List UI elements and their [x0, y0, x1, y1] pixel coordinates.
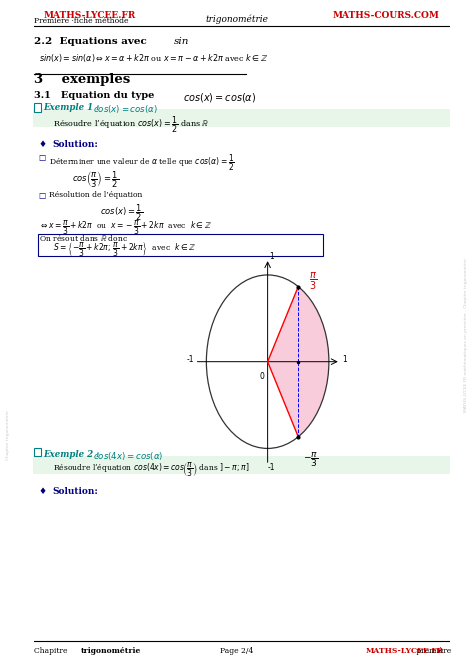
FancyBboxPatch shape	[35, 103, 40, 112]
Text: □: □	[39, 191, 49, 200]
Text: $\Leftrightarrow x = \dfrac{\pi}{3} + k2\pi$  ou  $x = -\dfrac{\pi}{3} + 2k\pi$ : $\Leftrightarrow x = \dfrac{\pi}{3} + k2…	[39, 218, 212, 237]
Text: Déterminer une valeur de $\alpha$ telle que $cos(\alpha) = \dfrac{1}{2}$: Déterminer une valeur de $\alpha$ telle …	[49, 153, 236, 174]
Text: $cos(x) = cos(\alpha)$: $cos(x) = cos(\alpha)$	[93, 103, 158, 115]
Text: MATHS-LYCEE.FR: MATHS-LYCEE.FR	[366, 647, 444, 655]
Text: trigonométrie: trigonométrie	[206, 15, 268, 24]
Text: -1: -1	[186, 354, 193, 364]
Text: ♦: ♦	[39, 487, 50, 496]
Text: $\dfrac{\pi}{3}$: $\dfrac{\pi}{3}$	[309, 271, 317, 291]
Text: On résout dans $\mathbb{R}$ donc: On résout dans $\mathbb{R}$ donc	[39, 233, 128, 243]
Text: Page 2/4: Page 2/4	[220, 647, 254, 655]
Text: trigonométrie: trigonométrie	[81, 647, 141, 655]
Text: Solution:: Solution:	[52, 487, 98, 496]
Text: Chapitre: Chapitre	[35, 647, 70, 655]
Text: première: première	[414, 647, 451, 655]
Text: □: □	[39, 153, 49, 162]
Text: MATHS-LYCEE.FR: MATHS-LYCEE.FR	[44, 11, 136, 20]
Text: -1: -1	[268, 462, 275, 472]
Text: $-\dfrac{\pi}{3}$: $-\dfrac{\pi}{3}$	[303, 450, 318, 469]
Text: 3.1   Equation du type: 3.1 Equation du type	[35, 91, 158, 100]
FancyBboxPatch shape	[34, 109, 450, 127]
Text: Exemple 2 :: Exemple 2 :	[43, 450, 102, 459]
Wedge shape	[268, 287, 329, 437]
Text: Chapitre trigonométrie: Chapitre trigonométrie	[7, 410, 10, 460]
Text: 2.2  Equations avec: 2.2 Equations avec	[35, 37, 151, 46]
Text: 1: 1	[269, 252, 274, 261]
Text: 1: 1	[342, 354, 347, 364]
Text: $cos(x) = cos(\alpha)$: $cos(x) = cos(\alpha)$	[183, 91, 256, 104]
Text: Exemple 1 :: Exemple 1 :	[43, 103, 102, 113]
Text: Résolution de l’équation: Résolution de l’équation	[49, 191, 143, 199]
Text: sin: sin	[173, 37, 189, 46]
Text: 0: 0	[259, 372, 264, 381]
Text: $cos(4x) = cos(\alpha)$: $cos(4x) = cos(\alpha)$	[93, 450, 164, 462]
FancyBboxPatch shape	[35, 448, 40, 456]
Text: MATHS-COURS.COM: MATHS-COURS.COM	[333, 11, 439, 20]
Text: ♦: ♦	[39, 139, 50, 149]
FancyBboxPatch shape	[37, 234, 323, 255]
Text: $cos\left(\dfrac{\pi}{3}\right) = \dfrac{1}{2}$: $cos\left(\dfrac{\pi}{3}\right) = \dfrac…	[72, 170, 119, 190]
Text: MATHS-LYCEE.FR mathématiques en première - Chapitre trigonométrie: MATHS-LYCEE.FR mathématiques en première…	[464, 258, 467, 412]
Text: Solution:: Solution:	[52, 139, 98, 149]
Text: Résoudre l’équation $cos(4x) = cos\!\left(\dfrac{\pi}{3}\right)$ dans $]-\pi;\pi: Résoudre l’équation $cos(4x) = cos\!\lef…	[53, 461, 250, 480]
Text: Première ·fiche méthode: Première ·fiche méthode	[35, 17, 129, 25]
Text: 3    exemples: 3 exemples	[35, 73, 131, 86]
Text: $S = \left\{-\dfrac{\pi}{3} + k2\pi;\, \dfrac{\pi}{3} + 2k\pi\right\}$  avec  $k: $S = \left\{-\dfrac{\pi}{3} + k2\pi;\, \…	[53, 241, 196, 259]
Text: $cos(x) = \dfrac{1}{2}$: $cos(x) = \dfrac{1}{2}$	[100, 203, 144, 224]
FancyBboxPatch shape	[34, 456, 450, 474]
Text: Résoudre l’équation $cos(x) = \dfrac{1}{2}$ dans $\mathbb{R}$: Résoudre l’équation $cos(x) = \dfrac{1}{…	[53, 114, 210, 135]
Text: $sin(x) = sin(\alpha) \Leftrightarrow x = \alpha + k2\pi$ ou $x = \pi - \alpha +: $sin(x) = sin(\alpha) \Leftrightarrow x …	[39, 52, 268, 64]
